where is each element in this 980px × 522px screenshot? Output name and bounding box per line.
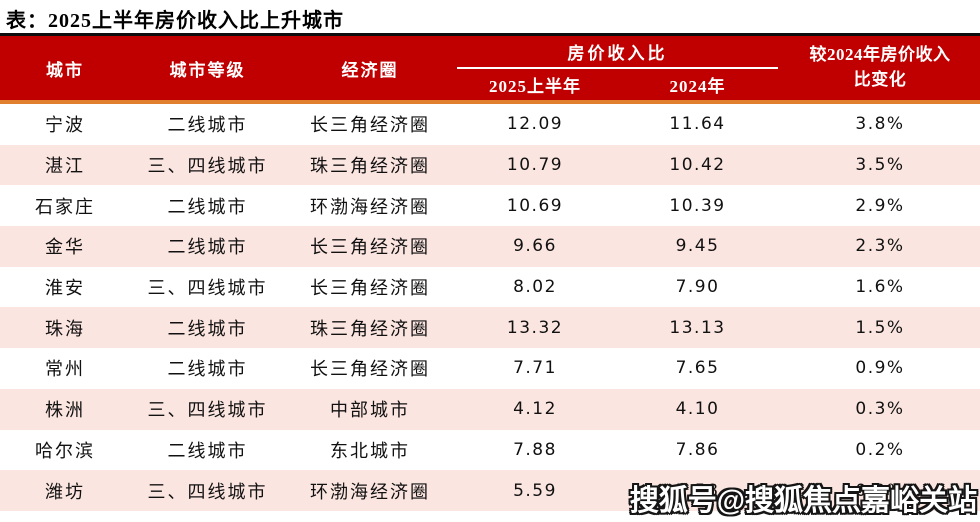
cell-change: 1.5%: [855, 317, 905, 338]
cell-city: 常州: [45, 359, 85, 380]
cell-change: 1.6%: [855, 277, 905, 298]
cell-economic-circle: 环渤海经济圈: [310, 196, 430, 217]
cell-city-tier: 二线城市: [167, 237, 248, 258]
sohu-watermark: 搜狐号@搜狐焦点嘉峪关站: [629, 484, 978, 518]
cell-ratio-2024: 9.45: [675, 236, 720, 257]
table-row: 常州 二线城市 长三角经济圈 7.71 7.65 0.9%: [0, 348, 980, 389]
table-row: 株洲 三、四线城市 中部城市 4.12 4.10 0.3%: [0, 388, 980, 430]
cell-change: 0.2%: [855, 480, 905, 501]
cell-ratio-2025h1: 10.79: [506, 155, 564, 176]
header-city-tier: 城市等级: [169, 60, 246, 80]
table-header-row: 城市 城市等级 经济圈 房价收入比 2025上半年 2024年 较2024年房价…: [0, 36, 980, 100]
cell-change: 0.2%: [855, 439, 905, 460]
cell-change: 0.9%: [855, 358, 905, 379]
cell-change: 0.3%: [855, 399, 905, 420]
header-city: 城市: [46, 60, 84, 80]
cell-city: 潍坊: [45, 481, 85, 502]
cell-economic-circle: 环渤海经济圈: [310, 481, 430, 502]
cell-ratio-2025h1: 12.09: [506, 114, 564, 135]
table-row: 石家庄 二线城市 环渤海经济圈 10.69 10.39 2.9%: [0, 185, 980, 227]
cell-change: 3.5%: [855, 155, 905, 176]
table-row: 淮安 三、四线城市 长三角经济圈 8.02 7.90 1.6%: [0, 266, 980, 308]
header-ratio-group: 房价收入比 2025上半年 2024年: [455, 36, 780, 100]
cell-economic-circle: 长三角经济圈: [310, 115, 430, 136]
cell-economic-circle: 东北城市: [330, 440, 410, 461]
cell-ratio-2024: 10.39: [669, 195, 726, 216]
cell-city-tier: 三、四线城市: [147, 400, 268, 421]
cell-ratio-2024: 10.42: [669, 155, 726, 176]
cell-ratio-2025h1: 10.69: [506, 195, 564, 216]
cell-city-tier: 三、四线城市: [147, 481, 268, 502]
table-row: 金华 二线城市 长三角经济圈 9.66 9.45 2.3%: [0, 226, 980, 267]
cell-ratio-2025h1: 4.12: [513, 399, 557, 420]
cell-ratio-2024: 7.65: [675, 358, 720, 379]
cell-city: 石家庄: [35, 196, 95, 217]
cell-city: 珠海: [45, 318, 85, 339]
cell-city-tier: 二线城市: [167, 440, 248, 461]
cell-economic-circle: 珠三角经济圈: [310, 156, 430, 177]
cell-city-tier: 二线城市: [167, 359, 248, 380]
cell-city: 淮安: [45, 278, 85, 299]
cell-city-tier: 二线城市: [167, 196, 248, 217]
table-row: 珠海 二线城市 珠三角经济圈 13.32 13.13 1.5%: [0, 307, 980, 349]
cell-city-tier: 三、四线城市: [147, 156, 268, 177]
cell-ratio-2025h1: 7.71: [513, 358, 557, 379]
table-row: 潍坊 三、四线城市 环渤海经济圈 5.59 5.58 0.2%: [0, 470, 980, 511]
cell-ratio-2024: 13.13: [669, 317, 726, 338]
cell-city: 哈尔滨: [35, 440, 95, 461]
header-ratio-group-label: 房价收入比: [567, 44, 668, 63]
cell-economic-circle: 珠三角经济圈: [310, 318, 430, 339]
header-2024: 2024年: [669, 77, 726, 96]
cell-ratio-2024: 7.86: [675, 439, 720, 460]
cell-ratio-2025h1: 9.66: [513, 236, 557, 257]
cell-change: 2.3%: [855, 236, 905, 257]
header-change-line1: 较2024年房价收入: [809, 45, 951, 65]
cell-change: 2.9%: [855, 195, 905, 216]
cell-economic-circle: 中部城市: [330, 400, 410, 421]
table-row: 宁波 二线城市 长三角经济圈 12.09 11.64 3.8%: [0, 104, 980, 145]
cell-ratio-2024: 4.10: [675, 399, 720, 420]
cell-city-tier: 二线城市: [167, 115, 248, 136]
cell-ratio-2025h1: 8.02: [513, 277, 557, 298]
top-border-line: [0, 33, 980, 36]
header-group-underline: [457, 67, 778, 69]
cell-change: 3.8%: [855, 114, 905, 135]
cell-city: 湛江: [45, 156, 85, 177]
cell-city: 金华: [45, 237, 85, 258]
cell-economic-circle: 长三角经济圈: [310, 278, 430, 299]
header-economic-circle: 经济圈: [341, 60, 399, 80]
table-body: 宁波 二线城市 长三角经济圈 12.09 11.64 3.8% 湛江 三、四线城…: [0, 104, 980, 511]
cell-economic-circle: 长三角经济圈: [310, 359, 430, 380]
cell-ratio-2024: 11.64: [669, 114, 726, 135]
header-change-vs-2024: 较2024年房价收入 比变化: [780, 36, 980, 100]
cell-ratio-2025h1: 5.59: [513, 480, 557, 501]
header-2025h1: 2025上半年: [489, 77, 581, 96]
table-title: 表：2025上半年房价收入比上升城市: [6, 10, 344, 32]
table-row: 哈尔滨 二线城市 东北城市 7.88 7.86 0.2%: [0, 429, 980, 471]
header-ratio-subrow: 2025上半年 2024年: [455, 69, 780, 100]
cell-city: 宁波: [45, 115, 85, 136]
cell-economic-circle: 长三角经济圈: [310, 237, 430, 258]
orange-accent-line: [0, 100, 980, 104]
cell-city: 株洲: [45, 400, 85, 421]
header-change-line2: 比变化: [853, 70, 907, 89]
cell-ratio-2024: 7.90: [675, 277, 720, 298]
cell-ratio-2024: 5.58: [675, 480, 720, 501]
cell-ratio-2025h1: 7.88: [513, 439, 557, 460]
cell-city-tier: 三、四线城市: [147, 278, 268, 299]
table-row: 湛江 三、四线城市 珠三角经济圈 10.79 10.42 3.5%: [0, 144, 980, 186]
cell-city-tier: 二线城市: [167, 318, 248, 339]
cell-ratio-2025h1: 13.32: [506, 317, 564, 338]
